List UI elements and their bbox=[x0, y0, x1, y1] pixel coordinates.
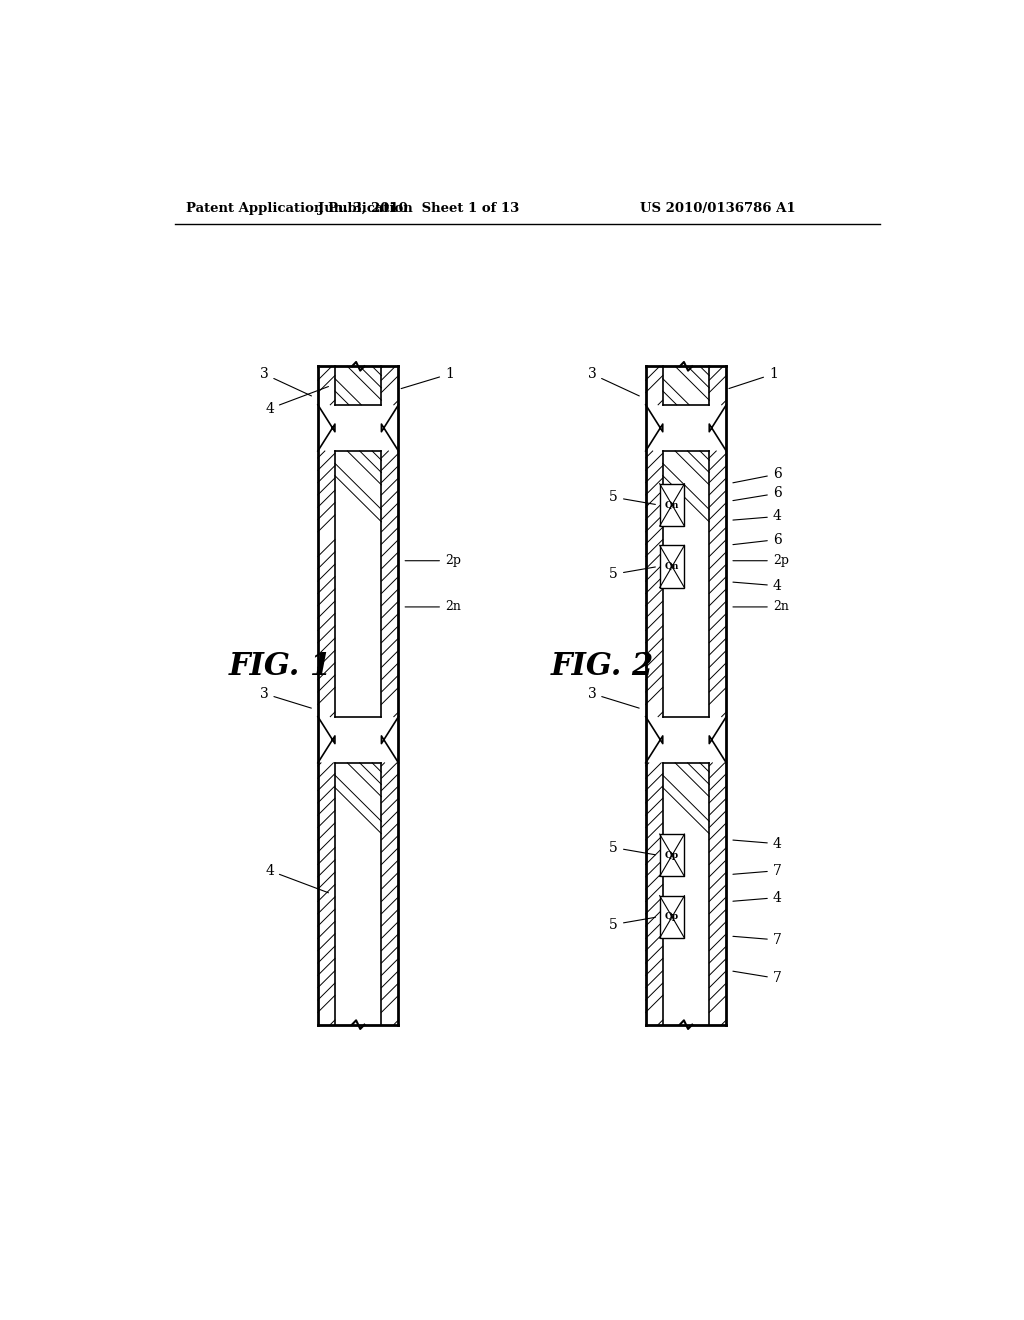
Text: Jun. 3, 2010   Sheet 1 of 13: Jun. 3, 2010 Sheet 1 of 13 bbox=[318, 202, 519, 215]
Text: 6: 6 bbox=[733, 467, 781, 483]
Bar bbox=[659, 545, 684, 587]
Text: 4: 4 bbox=[733, 837, 781, 850]
Text: 4: 4 bbox=[733, 891, 781, 904]
Text: US 2010/0136786 A1: US 2010/0136786 A1 bbox=[640, 202, 795, 215]
Text: 5: 5 bbox=[609, 568, 655, 581]
Text: FIG. 1: FIG. 1 bbox=[228, 651, 332, 682]
Text: 7: 7 bbox=[733, 972, 781, 986]
Text: 3: 3 bbox=[588, 367, 639, 396]
Text: 3: 3 bbox=[588, 686, 639, 708]
Text: Patent Application Publication: Patent Application Publication bbox=[186, 202, 413, 215]
Text: 7: 7 bbox=[733, 863, 781, 878]
Text: 4: 4 bbox=[733, 510, 781, 524]
Text: 4: 4 bbox=[265, 387, 329, 416]
Text: 2n: 2n bbox=[406, 601, 461, 614]
Text: 2p: 2p bbox=[733, 554, 788, 568]
Text: 2p: 2p bbox=[406, 554, 461, 568]
Text: 3: 3 bbox=[260, 686, 311, 708]
Bar bbox=[659, 896, 684, 939]
Text: 2n: 2n bbox=[733, 601, 788, 614]
Text: 5: 5 bbox=[609, 490, 655, 504]
Text: 5: 5 bbox=[609, 841, 655, 855]
Text: 7: 7 bbox=[733, 933, 781, 946]
Text: Qp: Qp bbox=[665, 851, 679, 859]
Text: Qp: Qp bbox=[665, 912, 679, 921]
Bar bbox=[659, 483, 684, 527]
Text: 1: 1 bbox=[729, 367, 778, 388]
Text: 5: 5 bbox=[609, 917, 655, 932]
Text: 6: 6 bbox=[733, 486, 781, 500]
Text: Qn: Qn bbox=[665, 500, 679, 510]
Text: Qn: Qn bbox=[665, 562, 679, 572]
Text: 4: 4 bbox=[733, 578, 781, 593]
Text: FIG. 2: FIG. 2 bbox=[550, 651, 653, 682]
Text: 6: 6 bbox=[733, 532, 781, 546]
Text: 3: 3 bbox=[260, 367, 311, 396]
Text: 1: 1 bbox=[401, 367, 454, 388]
Text: 4: 4 bbox=[265, 863, 329, 892]
Bar bbox=[659, 834, 684, 876]
